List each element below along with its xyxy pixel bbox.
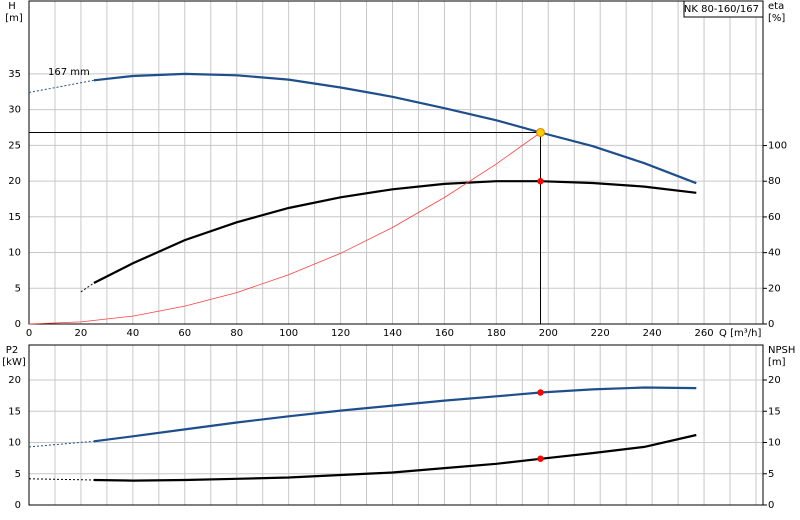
y-tick-label: 5 xyxy=(15,283,21,294)
y-tick-label: 15 xyxy=(8,212,21,223)
y2-tick-label: 100 xyxy=(768,141,787,152)
y-tick-label: 10 xyxy=(8,438,21,449)
x-tick-label: 40 xyxy=(126,328,139,339)
curve-extrapolation xyxy=(28,440,94,448)
operating-point xyxy=(535,127,545,137)
x-tick-label: 260 xyxy=(695,328,714,339)
curve xyxy=(93,386,697,443)
plot-frame xyxy=(28,344,764,506)
y2-axis-unit: [m] xyxy=(768,357,786,368)
y-tick-label: 35 xyxy=(8,69,21,80)
x-tick-label: 220 xyxy=(591,328,610,339)
x-tick-label: 180 xyxy=(487,328,506,339)
curve-extrapolation xyxy=(80,282,95,293)
y-tick-label: 20 xyxy=(8,375,21,386)
y2-tick-label: 0 xyxy=(768,500,774,511)
y-tick-label: 0 xyxy=(15,319,21,330)
y-tick-label: 15 xyxy=(8,406,21,417)
x-tick-label: 80 xyxy=(230,328,243,339)
x-tick-label: 240 xyxy=(643,328,662,339)
x-tick-label: 120 xyxy=(331,328,350,339)
x-tick-label: 20 xyxy=(75,328,88,339)
x-axis-label: Q [m³/h] xyxy=(719,328,761,339)
y2-tick-label: 40 xyxy=(768,248,781,259)
operating-point xyxy=(537,389,544,396)
x-tick-label: 200 xyxy=(539,328,558,339)
annotation: NK 80-160/167 xyxy=(684,4,759,15)
curve xyxy=(93,433,697,482)
y-tick-label: 20 xyxy=(8,176,21,187)
x-tick-label: 140 xyxy=(383,328,402,339)
annotation-box xyxy=(683,0,764,18)
y-tick-label: 25 xyxy=(8,140,21,151)
x-tick-label: 60 xyxy=(178,328,191,339)
y2-axis-label: NPSH xyxy=(768,345,795,356)
curve-extrapolation xyxy=(28,79,94,93)
y-axis-label: H xyxy=(8,1,16,12)
curve-extrapolation xyxy=(28,478,94,481)
y2-tick-label: 20 xyxy=(768,283,781,294)
y-tick-label: 0 xyxy=(15,500,21,511)
y2-tick-label: 20 xyxy=(768,375,781,386)
y-tick-label: 10 xyxy=(8,248,21,259)
curve-label: 167 mm xyxy=(48,67,90,78)
y2-axis-label: eta xyxy=(768,1,784,12)
y-axis-unit: [m] xyxy=(5,13,23,24)
y2-tick-label: 10 xyxy=(768,438,781,449)
y2-tick-label: 60 xyxy=(768,212,781,223)
operating-point xyxy=(537,178,544,185)
y-tick-label: 5 xyxy=(15,469,21,480)
y-tick-label: 30 xyxy=(8,105,21,116)
y-axis-label: P2 xyxy=(6,345,18,356)
y-axis-unit: [kW] xyxy=(2,357,26,368)
x-tick-label: 100 xyxy=(279,328,298,339)
x-tick-label: 160 xyxy=(435,328,454,339)
curve xyxy=(28,132,541,325)
y2-tick-label: 80 xyxy=(768,176,781,187)
x-tick-label: 0 xyxy=(26,328,32,339)
y2-tick-label: 15 xyxy=(768,406,781,417)
plot-frame xyxy=(28,0,764,325)
curve xyxy=(93,72,697,185)
y2-axis-unit: [%] xyxy=(768,13,785,24)
curve xyxy=(93,180,697,284)
y2-tick-label: 0 xyxy=(768,319,774,330)
y2-tick-label: 5 xyxy=(768,469,774,480)
operating-point xyxy=(537,455,544,462)
